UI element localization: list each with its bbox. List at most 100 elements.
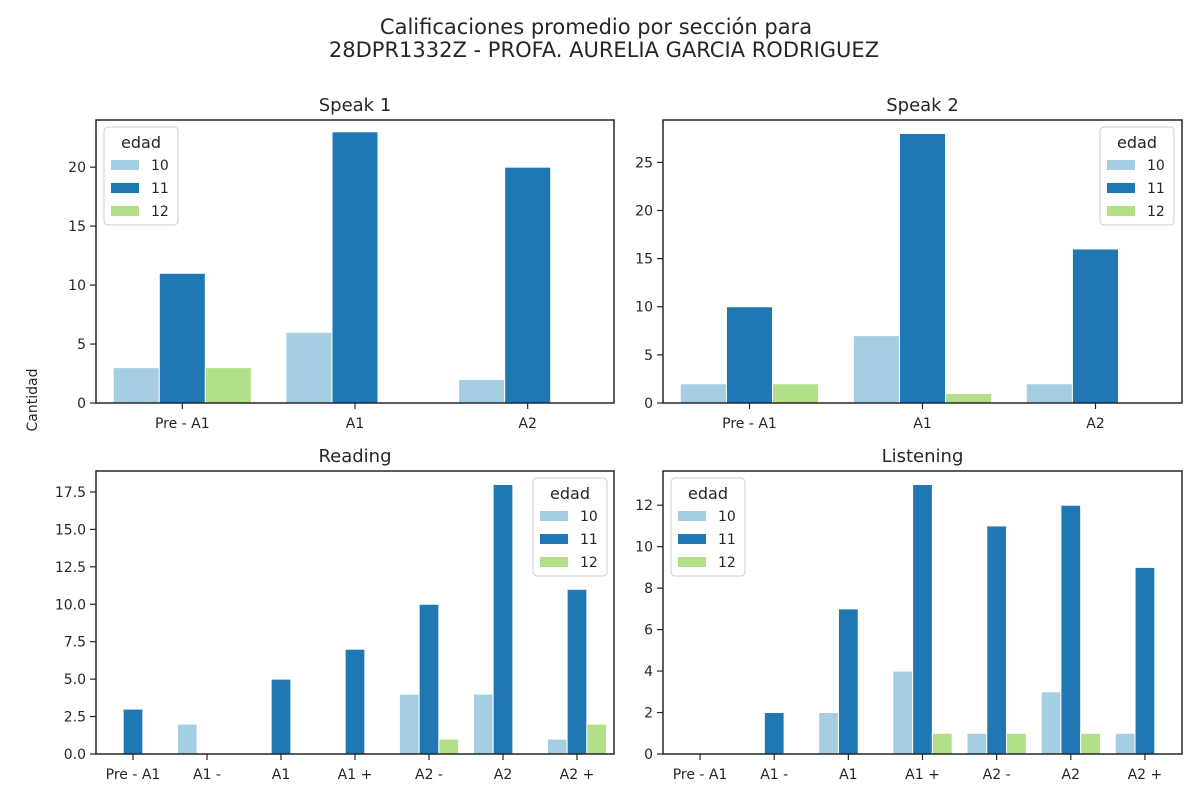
bar-A1-edad-11: [898, 132, 947, 404]
x-tick-label: Pre - A1: [722, 416, 777, 432]
y-tick-label: 5.0: [64, 672, 86, 688]
y-tick-label: 8: [644, 581, 653, 597]
bar-A2-edad-10: [1025, 383, 1073, 404]
bar-Pre-A1-edad-11: [725, 306, 774, 404]
y-tick-label: 2.5: [64, 710, 86, 726]
y-tick-label: 10: [635, 300, 653, 316]
legend-swatch-12: [1107, 206, 1135, 216]
bar-A2-edad-11: [504, 166, 552, 404]
legend-swatch-11: [1107, 183, 1135, 193]
panel-title: Speak 1: [319, 95, 392, 116]
legend-label-10: 10: [580, 509, 598, 525]
legend-label-11: 11: [580, 532, 598, 548]
bar-A2--edad-10: [398, 693, 420, 755]
bar-A1+-edad-12: [931, 732, 953, 755]
legend-label-10: 10: [151, 158, 169, 174]
legend-swatch-10: [678, 511, 706, 521]
legend-label-12: 12: [151, 204, 169, 220]
bar-A2--edad-11: [986, 525, 1008, 755]
bar-A2--edad-10: [966, 732, 988, 755]
bar-A2-edad-11: [492, 483, 514, 755]
bar-Pre-A1-edad-10: [679, 383, 727, 404]
x-tick-label: A2: [494, 767, 512, 783]
legend-title: edad: [550, 484, 590, 503]
y-tick-label: 2: [644, 706, 653, 722]
y-tick-label: 15.0: [55, 522, 86, 538]
x-tick-label: A1: [839, 767, 857, 783]
legend-swatch-10: [540, 511, 568, 521]
bar-A2--edad-12: [438, 738, 460, 755]
bar-A2+-edad-12: [586, 723, 608, 755]
x-tick-label: A2: [1086, 416, 1104, 432]
bar-A1-edad-11: [837, 608, 859, 755]
bar-Pre-A1-edad-12: [204, 367, 252, 404]
bar-A2+-edad-11: [1134, 566, 1156, 755]
legend-title: edad: [688, 484, 728, 503]
legend-label-11: 11: [718, 532, 736, 548]
bar-A2-edad-10: [472, 693, 494, 755]
legend-label-12: 12: [718, 555, 736, 571]
y-tick-label: 15: [635, 252, 653, 268]
legend-label-12: 12: [1147, 204, 1165, 220]
panel-title: Speak 2: [886, 95, 959, 116]
bar-A2-edad-11: [1060, 504, 1082, 755]
panel-title: Listening: [882, 446, 964, 467]
legend-swatch-12: [678, 557, 706, 567]
bar-A1--edad-11: [763, 712, 785, 755]
y-tick-label: 20: [68, 160, 86, 176]
legend-swatch-12: [540, 557, 568, 567]
bar-A2+-edad-10: [1114, 732, 1136, 755]
y-tick-label: 25: [635, 155, 653, 171]
bar-Pre-A1-edad-11: [158, 272, 206, 404]
x-tick-label: Pre - A1: [673, 767, 728, 783]
bar-A1-edad-10: [285, 331, 333, 404]
figure-title-line2: 28DPR1332Z - PROFA. AURELIA GARCIA RODRI…: [329, 38, 879, 62]
y-tick-label: 5: [644, 348, 653, 364]
legend-swatch-11: [540, 534, 568, 544]
y-tick-label: 6: [644, 623, 653, 639]
y-tick-label: 10: [635, 540, 653, 556]
legend-label-12: 12: [580, 555, 598, 571]
y-tick-label: 17.5: [55, 485, 86, 501]
x-tick-label: A1 +: [905, 767, 940, 783]
bar-A1+-edad-11: [344, 648, 366, 755]
bar-A1-edad-11: [331, 131, 379, 404]
bar-Pre-A1-edad-12: [772, 383, 820, 404]
x-tick-label: A1 -: [193, 767, 221, 783]
bar-Pre-A1-edad-11: [122, 708, 144, 755]
x-tick-label: A1 -: [760, 767, 788, 783]
x-tick-label: Pre - A1: [106, 767, 161, 783]
bar-A1-edad-11: [270, 678, 292, 755]
bar-A1+-edad-10: [892, 670, 914, 755]
bar-A1+-edad-11: [912, 483, 933, 755]
y-tick-label: 0: [644, 396, 653, 412]
bar-A1-edad-12: [945, 392, 993, 404]
bar-A2+-edad-10: [546, 738, 568, 755]
x-tick-label: A2: [1062, 767, 1080, 783]
bar-A1-edad-10: [818, 712, 839, 755]
x-tick-label: A2 +: [560, 767, 595, 783]
x-tick-label: A2: [518, 416, 536, 432]
y-tick-label: 7.5: [64, 635, 86, 651]
y-tick-label: 10.0: [55, 597, 86, 613]
bar-A2--edad-12: [1006, 732, 1027, 755]
legend-swatch-11: [678, 534, 706, 544]
legend-label-10: 10: [718, 509, 736, 525]
bar-A1--edad-10: [176, 723, 198, 755]
legend-box: [1099, 126, 1175, 226]
bar-A2--edad-11: [418, 603, 440, 755]
x-tick-label: A2 -: [983, 767, 1011, 783]
legend-label-11: 11: [1147, 181, 1165, 197]
bar-Pre-A1-edad-10: [112, 367, 160, 404]
legend-title: edad: [121, 133, 161, 152]
y-tick-label: 15: [68, 219, 86, 235]
panel-title: Reading: [318, 446, 391, 467]
y-tick-label: 0: [77, 396, 86, 412]
y-tick-label: 12: [635, 498, 653, 514]
y-tick-label: 10: [68, 278, 86, 294]
legend-swatch-11: [111, 183, 139, 193]
legend-label-11: 11: [151, 181, 169, 197]
legend-box: [670, 477, 746, 577]
bar-A2-edad-10: [1040, 691, 1062, 755]
